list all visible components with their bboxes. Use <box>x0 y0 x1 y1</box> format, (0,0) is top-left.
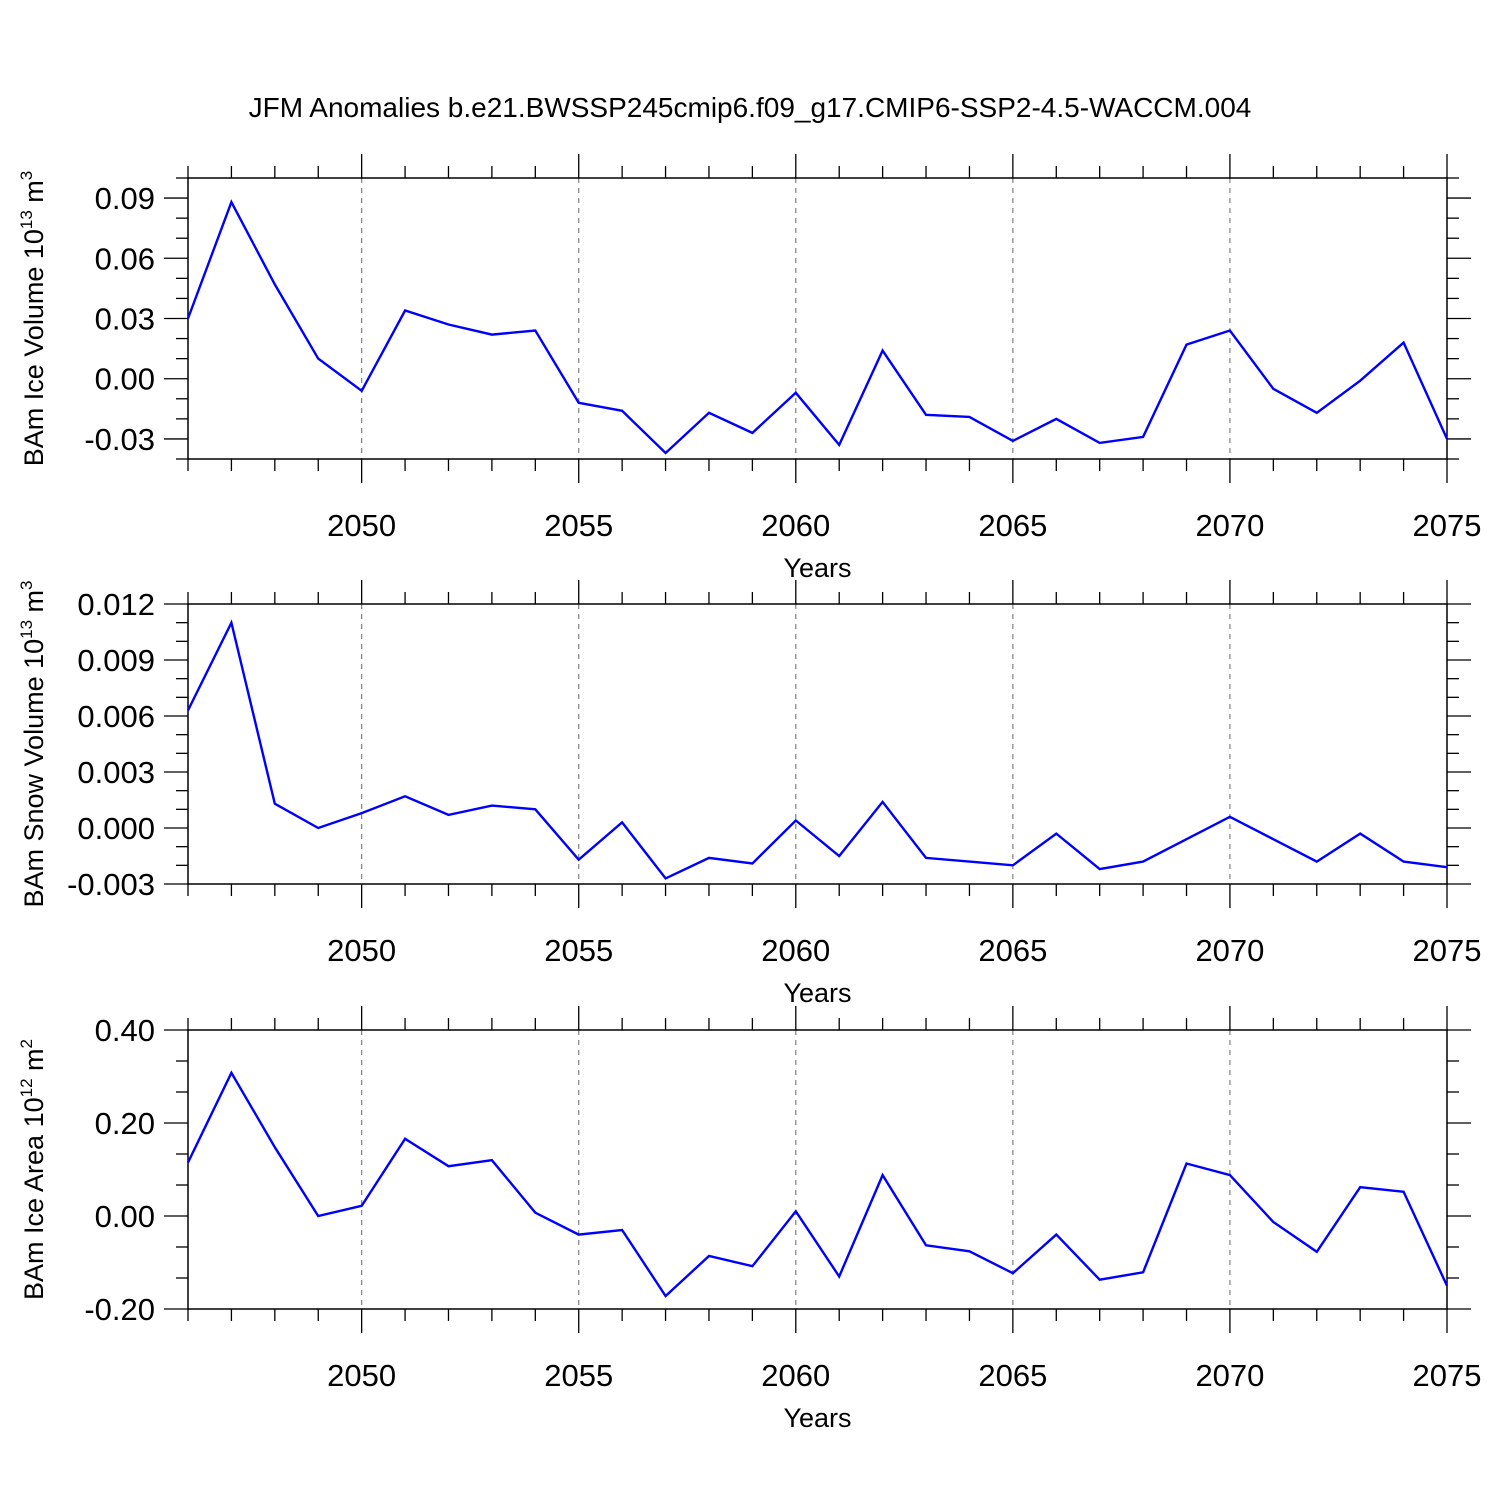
y-tick-label: 0.012 <box>77 587 155 622</box>
x-tick-label: 2055 <box>544 933 613 968</box>
y-axis-label: BAm Ice Volume 1013 m3 <box>17 171 49 467</box>
chart-panels: -0.03 0.00 0.03 0.06 0.09 2050 2055 2060 2065 207… <box>17 154 1481 1433</box>
x-tick-label: 2050 <box>327 1358 396 1393</box>
x-tick-label: 2075 <box>1413 508 1482 543</box>
x-tick-label: 2075 <box>1413 1358 1482 1393</box>
plot-frame <box>187 1029 1448 1310</box>
x-tick-label: 2065 <box>978 508 1047 543</box>
y-tick-label: 0.06 <box>95 241 155 276</box>
x-tick-label: 2075 <box>1413 933 1482 968</box>
y-axis-label: BAm Snow Volume 1013 m3 <box>17 580 49 907</box>
x-axis-label: Years <box>783 1403 851 1433</box>
y-tick-label: 0.006 <box>77 699 155 734</box>
x-tick-label: 2070 <box>1195 1358 1264 1393</box>
plot-frame <box>187 603 1448 885</box>
x-tick-label: 2055 <box>544 508 613 543</box>
y-tick-label: 0.00 <box>95 362 155 397</box>
x-tick-label: 2065 <box>978 1358 1047 1393</box>
y-tick-label: 0.00 <box>95 1199 155 1234</box>
y-tick-label: 0.003 <box>77 755 155 790</box>
y-tick-label: 0.09 <box>95 181 155 216</box>
chart-panel-3: -0.20 0.00 0.20 0.40 2050 2055 2060 2065 2070 207… <box>17 1006 1481 1433</box>
x-axis-label: Years <box>783 553 851 583</box>
plot-frame <box>187 177 1448 460</box>
chart-panel-1: -0.03 0.00 0.03 0.06 0.09 2050 2055 2060 2065 207… <box>17 154 1481 583</box>
x-tick-label: 2060 <box>761 933 830 968</box>
x-tick-label: 2055 <box>544 1358 613 1393</box>
x-tick-label: 2050 <box>327 508 396 543</box>
chart-panel-2: -0.003 0.000 0.003 0.006 0.009 0.012 2050 2055 2… <box>17 580 1481 1008</box>
x-tick-label: 2070 <box>1195 933 1264 968</box>
y-tick-label: 0.40 <box>95 1013 155 1048</box>
x-axis-label: Years <box>783 978 851 1008</box>
y-tick-label: 0.03 <box>95 302 155 337</box>
y-tick-label: 0.009 <box>77 643 155 678</box>
series-line <box>186 619 1448 880</box>
x-tick-label: 2070 <box>1195 508 1264 543</box>
series-line <box>186 199 1449 455</box>
y-tick-label: -0.20 <box>84 1292 155 1327</box>
y-tick-label: 0.000 <box>77 811 155 846</box>
x-tick-label: 2050 <box>327 933 396 968</box>
y-tick-label: -0.003 <box>67 867 155 902</box>
y-tick-label: 0.20 <box>95 1106 155 1141</box>
series-line <box>186 1070 1449 1298</box>
x-tick-label: 2060 <box>761 508 830 543</box>
x-tick-label: 2065 <box>978 933 1047 968</box>
y-tick-label: -0.03 <box>84 422 155 457</box>
y-axis-label: BAm Ice Area 1012 m2 <box>17 1039 49 1300</box>
figure-title: JFM Anomalies b.e21.BWSSP245cmip6.f09_g1… <box>249 92 1252 123</box>
x-tick-label: 2060 <box>761 1358 830 1393</box>
